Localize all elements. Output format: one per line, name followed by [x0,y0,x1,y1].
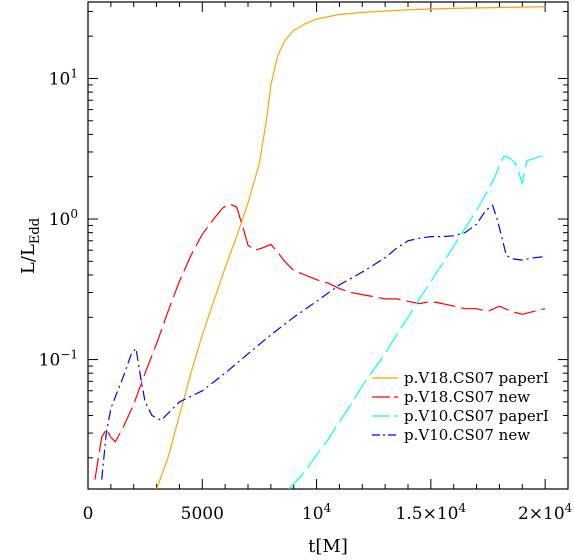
series-layer [94,6,546,489]
plot-frame [87,1,569,490]
x-axis-title: t[M] [308,536,348,557]
y-tick-label: 100 [49,207,78,230]
x-tick-label: 5000 [181,504,224,524]
svg-text:L/LEdd: L/LEdd [18,218,43,274]
x-tick-label: 1.5×104 [396,501,467,524]
y-axis-title-main: L/L [18,244,39,274]
tick-labels: 0 5000 104 1.5×104 2×104 10−1 100 101 [39,66,573,524]
y-tick-label: 10−1 [39,348,78,371]
x-tick-label: 2×104 [518,501,573,524]
series-line-1 [155,6,546,489]
series-line-4 [101,204,546,480]
y-tick-label: 101 [49,66,78,89]
legend-label: p.V10.CS07 paperI [404,407,549,425]
legend-label: p.V10.CS07 new [404,426,530,444]
legend-label: p.V18.CS07 new [404,388,530,406]
series-line-3 [288,153,546,489]
x-tick-label: 104 [302,501,332,524]
y-axis-title-sub: Edd [28,218,43,244]
y-axis-title: L/LEdd [18,218,43,274]
axis-ticks [87,2,569,489]
series-line-2 [94,203,546,480]
legend-label: p.V18.CS07 paperI [404,369,549,387]
x-tick-label: 0 [83,504,94,524]
